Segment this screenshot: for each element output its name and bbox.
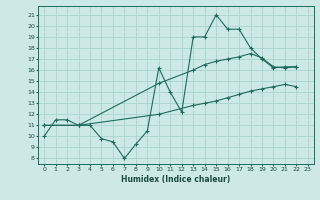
X-axis label: Humidex (Indice chaleur): Humidex (Indice chaleur): [121, 175, 231, 184]
